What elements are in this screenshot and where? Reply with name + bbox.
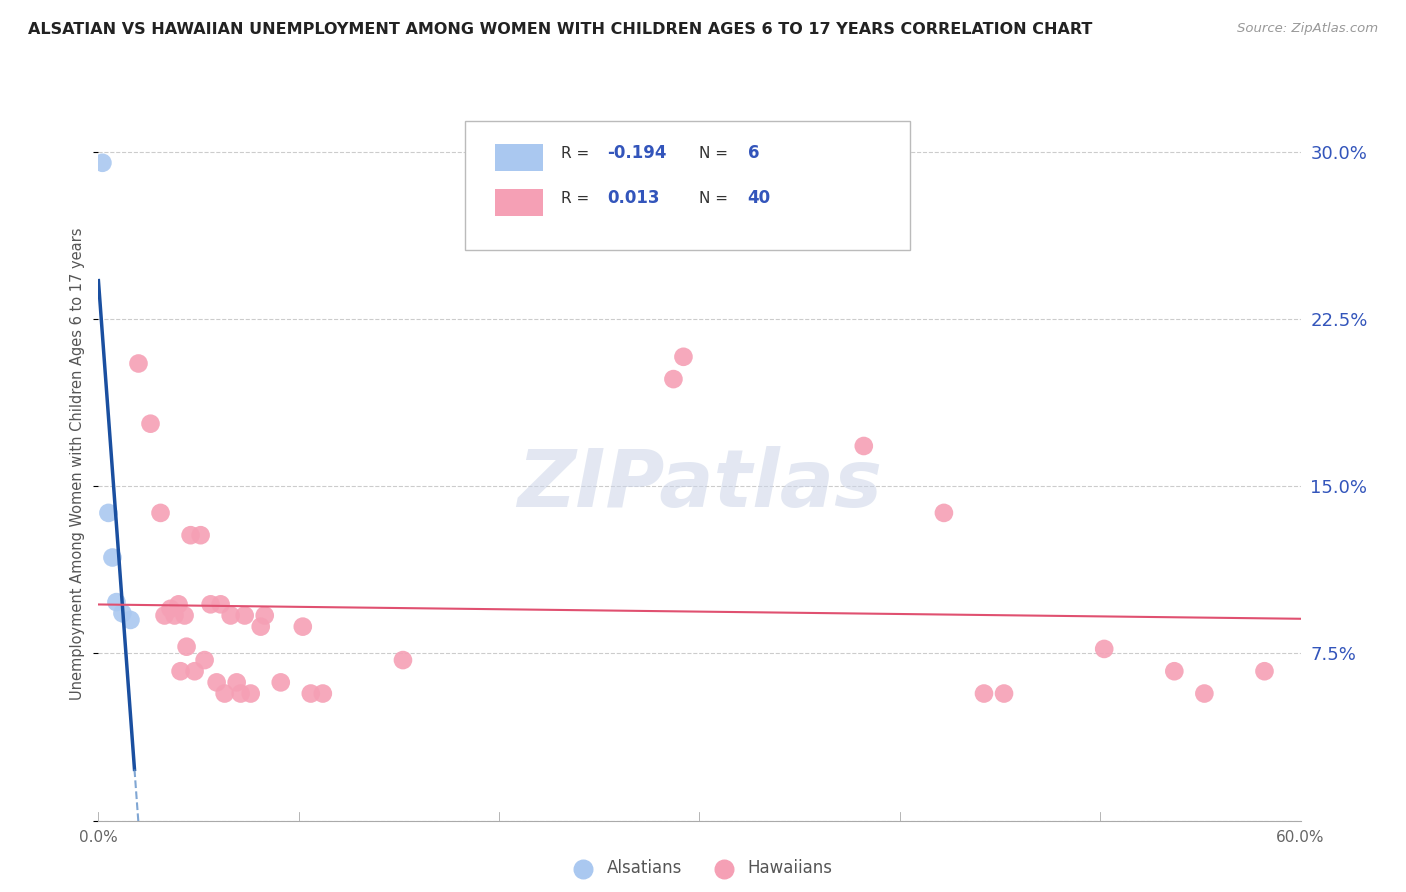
Text: R =: R =	[561, 191, 595, 206]
Legend: Alsatians, Hawaiians: Alsatians, Hawaiians	[560, 853, 839, 884]
Point	[176, 640, 198, 654]
Point	[291, 619, 314, 633]
Point	[163, 608, 186, 623]
Point	[239, 687, 262, 701]
Text: R =: R =	[561, 146, 595, 161]
Text: N =: N =	[700, 191, 734, 206]
Y-axis label: Unemployment Among Women with Children Ages 6 to 17 years: Unemployment Among Women with Children A…	[70, 227, 86, 700]
Point	[101, 550, 124, 565]
Text: ZIPatlas: ZIPatlas	[517, 446, 882, 524]
Point	[205, 675, 228, 690]
Text: 6: 6	[748, 145, 759, 162]
Point	[219, 608, 242, 623]
Text: 40: 40	[748, 189, 770, 207]
Point	[1194, 687, 1216, 701]
Point	[214, 687, 236, 701]
Point	[1092, 642, 1115, 657]
Point	[225, 675, 247, 690]
Point	[194, 653, 217, 667]
Point	[662, 372, 685, 386]
Point	[932, 506, 955, 520]
Point	[270, 675, 292, 690]
Point	[852, 439, 875, 453]
Point	[183, 664, 205, 679]
Point	[180, 528, 202, 542]
Point	[299, 687, 322, 701]
Text: ALSATIAN VS HAWAIIAN UNEMPLOYMENT AMONG WOMEN WITH CHILDREN AGES 6 TO 17 YEARS C: ALSATIAN VS HAWAIIAN UNEMPLOYMENT AMONG …	[28, 22, 1092, 37]
Point	[139, 417, 162, 431]
Point	[173, 608, 195, 623]
Text: Source: ZipAtlas.com: Source: ZipAtlas.com	[1237, 22, 1378, 36]
Point	[209, 598, 232, 612]
Point	[229, 687, 252, 701]
Point	[159, 602, 181, 616]
Text: N =: N =	[700, 146, 734, 161]
Point	[1163, 664, 1185, 679]
FancyBboxPatch shape	[495, 189, 543, 216]
Point	[128, 356, 150, 371]
Point	[249, 619, 271, 633]
Point	[973, 687, 995, 701]
Point	[120, 613, 142, 627]
Point	[167, 598, 190, 612]
Point	[312, 687, 335, 701]
Text: 0.013: 0.013	[607, 189, 659, 207]
Text: -0.194: -0.194	[607, 145, 666, 162]
Point	[1253, 664, 1275, 679]
Point	[672, 350, 695, 364]
Point	[392, 653, 415, 667]
Point	[97, 506, 120, 520]
FancyBboxPatch shape	[465, 121, 910, 250]
Point	[149, 506, 172, 520]
Point	[993, 687, 1015, 701]
Point	[169, 664, 191, 679]
Point	[200, 598, 222, 612]
Point	[91, 156, 114, 170]
Point	[190, 528, 212, 542]
Point	[105, 595, 128, 609]
Point	[253, 608, 276, 623]
Point	[233, 608, 256, 623]
Point	[111, 607, 134, 621]
Point	[153, 608, 176, 623]
FancyBboxPatch shape	[495, 145, 543, 171]
